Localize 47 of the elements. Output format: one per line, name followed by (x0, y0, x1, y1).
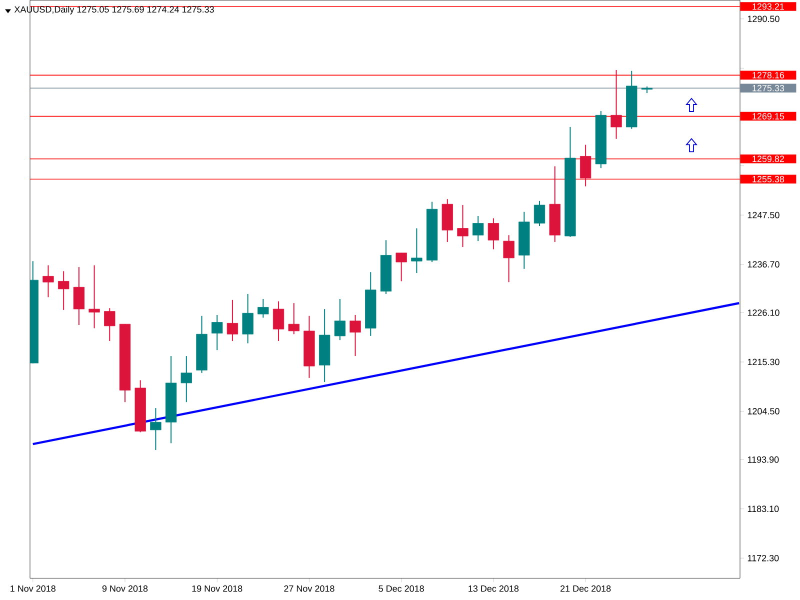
x-tick-label: 21 Dec 2018 (560, 585, 611, 592)
x-tick-label: 19 Nov 2018 (192, 585, 242, 592)
y-tick-label: 1193.90 (748, 456, 779, 463)
y-tick-label: 1215.30 (748, 358, 780, 366)
candlestick (272, 300, 284, 342)
candlestick (580, 144, 592, 187)
x-tick-label: 5 Dec 2018 (378, 585, 424, 592)
candlestick (58, 270, 70, 310)
y-tick-label: 1236.70 (748, 261, 780, 268)
candlestick (503, 234, 514, 283)
candlestick (350, 314, 361, 356)
candlestick (488, 218, 500, 250)
candlestick (288, 302, 300, 335)
x-tick-label: 27 Nov 2018 (284, 585, 334, 592)
ref-line-label: 1259.82 (752, 156, 784, 162)
y-tick-label: 1247.50 (748, 212, 780, 218)
ref-line-label: 1275.33 (752, 84, 784, 92)
candlestick (411, 228, 422, 274)
ref-line-label: 1269.15 (752, 113, 784, 120)
candlestick (396, 252, 407, 282)
x-tick-label: 9 Nov 2018 (102, 585, 148, 592)
candlestick (457, 204, 468, 248)
candlestick (180, 355, 192, 403)
ref-line-label: 1255.38 (752, 176, 784, 182)
candlestick (73, 266, 85, 326)
y-tick-label: 1226.10 (748, 309, 780, 316)
x-tick-label: 1 Nov 2018 (10, 585, 56, 592)
candlestick (472, 215, 484, 242)
candlestick (534, 200, 546, 226)
y-tick-label: 1204.50 (748, 408, 780, 414)
y-tick-label: 1183.10 (748, 506, 779, 512)
ref-line-label: 1293.21 (752, 3, 784, 10)
x-tick-label: 13 Dec 2018 (468, 585, 519, 592)
text: XAUUSD,Daily 1275.05 1275.69 1274.24 1275.33 (14, 6, 214, 14)
candlestick (150, 407, 162, 450)
candlestick (212, 314, 223, 351)
candlestick (88, 264, 100, 329)
candlestick (610, 69, 622, 140)
candlestick (42, 264, 54, 298)
candlestick (258, 298, 269, 318)
candlestick (226, 299, 238, 342)
y-tick-label: 1290.50 (748, 16, 780, 22)
ref-line-label: 1278.16 (752, 72, 784, 78)
candlestick (104, 308, 116, 342)
candlestick (334, 298, 346, 340)
y-tick-label: 1172.30 (748, 554, 779, 562)
candlestick (242, 293, 254, 344)
